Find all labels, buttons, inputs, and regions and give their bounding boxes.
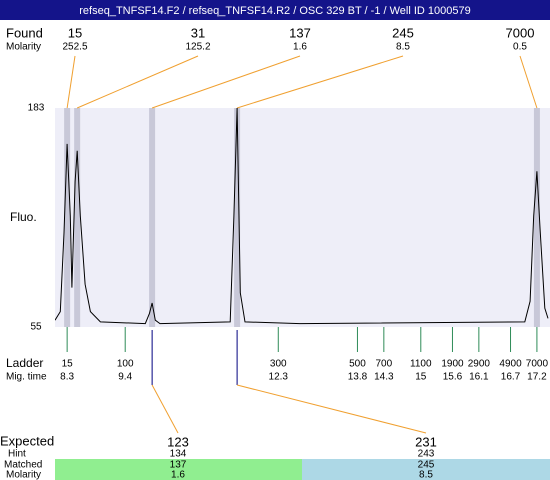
ladder-size: 1900 [441, 359, 464, 370]
ladder-time: 16.7 [501, 372, 521, 383]
matched-bg [55, 459, 302, 480]
ladder-time: 15 [415, 372, 427, 383]
matched: 245 [418, 460, 435, 471]
ladder-size: 15 [62, 359, 74, 370]
found-connector [76, 55, 199, 109]
peak-band [149, 108, 156, 327]
found-connector [151, 55, 301, 109]
ladder-size: 4900 [499, 359, 522, 370]
found-label: Found [6, 25, 43, 40]
trace-group [55, 107, 549, 325]
ladder-size: 700 [375, 359, 392, 370]
matched: 137 [170, 460, 187, 471]
ladder-time: 12.3 [269, 372, 289, 383]
ladder-time: 16.1 [469, 372, 489, 383]
ladder-size: 7000 [526, 359, 549, 370]
y-axis-label: Fluo. [10, 210, 37, 224]
found-molarity: 125.2 [185, 42, 210, 53]
expected-size: 231 [415, 434, 437, 449]
exp-molarity-label: Molarity [6, 470, 41, 480]
ladder-size: 300 [270, 359, 287, 370]
expected-molarity: 1.6 [171, 470, 185, 480]
trace [55, 107, 549, 325]
hint-label: Hint [8, 449, 26, 460]
peak-band [74, 108, 81, 327]
hint: 243 [418, 449, 435, 460]
found-size: 7000 [506, 25, 535, 40]
hint: 134 [170, 449, 187, 460]
ladder-time: 9.4 [118, 372, 132, 383]
ladder-size: 500 [349, 359, 366, 370]
found-connector [66, 55, 76, 109]
matched-connector [236, 384, 427, 434]
found-size: 31 [191, 25, 205, 40]
y-tick-label: 183 [28, 103, 45, 114]
ladder-size: 100 [117, 359, 134, 370]
ladder-time: 8.3 [60, 372, 74, 383]
ladder-time: 17.2 [527, 372, 547, 383]
title-bar [0, 0, 550, 20]
found-size: 245 [392, 25, 414, 40]
y-tick-label: 55 [30, 322, 42, 333]
found-molarity: 8.5 [396, 42, 410, 53]
expected-label: Expected [0, 433, 54, 448]
found-size: 137 [289, 25, 311, 40]
mig-time-label: Mig. time [6, 372, 47, 383]
expected-molarity: 8.5 [419, 470, 433, 480]
expected-size: 123 [167, 434, 189, 449]
peak-band [234, 108, 241, 327]
peak-band [533, 108, 540, 327]
matched-bg [302, 459, 550, 480]
peak-band [64, 108, 71, 327]
ladder-time: 14.3 [374, 372, 394, 383]
ladder-time: 13.8 [348, 372, 368, 383]
ladder-size: 2900 [468, 359, 491, 370]
matched-connector [151, 384, 179, 434]
found-connector [236, 55, 404, 109]
found-molarity: 1.6 [293, 42, 307, 53]
plot-area [55, 108, 550, 327]
chart-title: refseq_TNFSF14.F2 / refseq_TNFSF14.R2 / … [79, 5, 470, 17]
molarity-label: Molarity [6, 42, 41, 53]
ladder-time: 15.6 [443, 372, 463, 383]
found-connector [519, 55, 538, 109]
found-size: 15 [68, 25, 82, 40]
ladder-label: Ladder [6, 356, 43, 370]
matched-label: Matched [4, 460, 42, 471]
ladder-size: 1100 [410, 359, 432, 370]
found-molarity: 252.5 [62, 42, 87, 53]
found-molarity: 0.5 [513, 42, 527, 53]
